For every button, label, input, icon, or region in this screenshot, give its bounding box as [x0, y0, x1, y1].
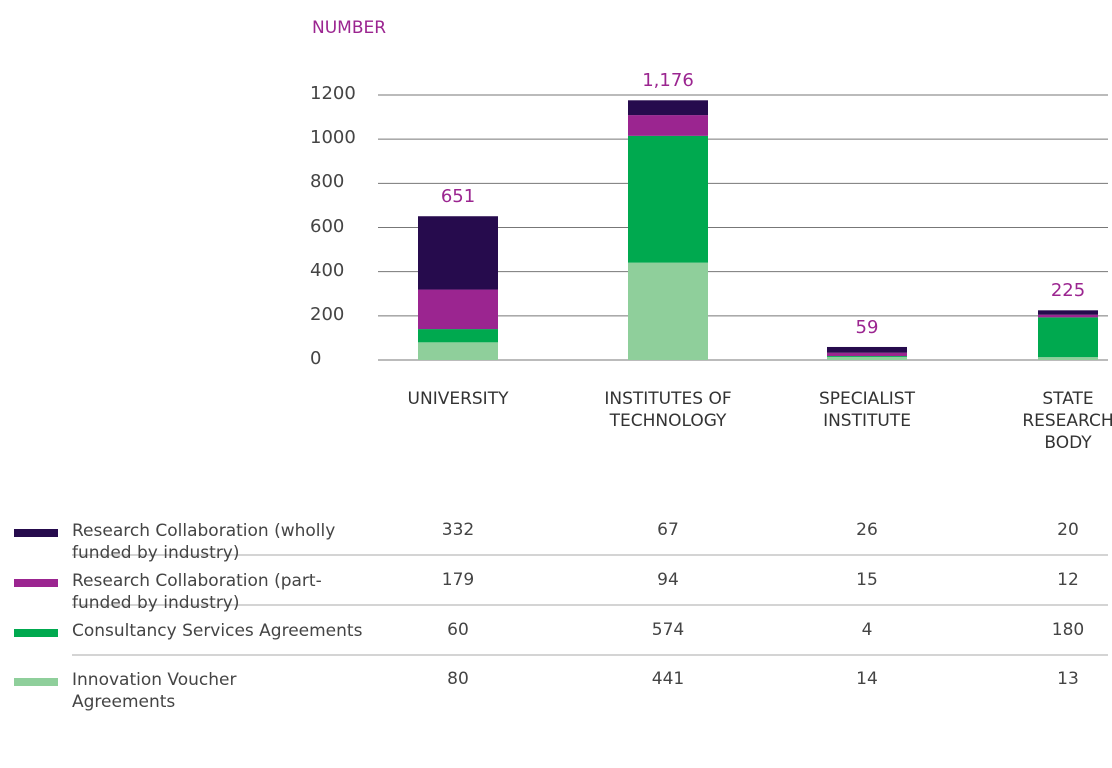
series-name: Research Collaboration (wholly funded by…: [72, 521, 336, 563]
bar-segment: [827, 356, 907, 360]
table-value: 60: [447, 620, 469, 640]
table-value: 26: [856, 520, 878, 540]
bar-segment: [827, 352, 907, 357]
y-tick-label: 1000: [310, 127, 356, 149]
bar-segment: [628, 135, 708, 263]
table-value: 14: [856, 669, 878, 689]
bar-segment: [418, 342, 498, 360]
legend-swatch: [14, 529, 58, 537]
series-name: Innovation Voucher Agreements: [72, 670, 237, 712]
table-value: 4: [861, 620, 873, 640]
legend-swatch: [14, 579, 58, 587]
legend-swatch: [14, 678, 58, 686]
total-label: 59: [855, 316, 879, 338]
bar-segment: [827, 346, 907, 353]
total-label: 225: [1050, 280, 1086, 302]
x-tick-label: STATE RESEARCH BODY: [1022, 389, 1112, 453]
table-value: 15: [856, 570, 878, 590]
bar-segment: [1038, 314, 1098, 318]
table-value: 67: [657, 520, 679, 540]
y-axis-label: NUMBER: [312, 18, 387, 38]
series-name: Research Collaboration (part-funded by i…: [72, 571, 322, 613]
table-value: 574: [651, 620, 685, 640]
total-label: 1,176: [642, 70, 694, 92]
series-name: Consultancy Services Agreements: [72, 621, 363, 641]
table-value: 94: [657, 570, 679, 590]
x-tick-label: UNIVERSITY: [407, 389, 509, 409]
total-label: 651: [440, 186, 476, 208]
y-tick-label: 600: [310, 215, 345, 237]
bar-segment: [418, 216, 498, 290]
bar-segment: [628, 100, 708, 116]
bar-segment: [418, 329, 498, 343]
bar-segment: [418, 289, 498, 330]
bar-segment: [628, 115, 708, 136]
table-value: 20: [1057, 520, 1079, 540]
y-tick-label: 800: [310, 171, 345, 193]
table-value: 332: [441, 520, 475, 540]
y-tick-label: 1200: [310, 83, 356, 104]
table-value: 13: [1057, 669, 1079, 689]
bar-segment: [628, 262, 708, 360]
x-tick-label: INSTITUTES OF TECHNOLOGY: [604, 389, 732, 431]
y-tick-label: 400: [310, 259, 345, 281]
legend-swatch: [14, 629, 58, 637]
bar-segment: [1038, 317, 1098, 358]
table-value: 180: [1051, 620, 1085, 640]
table-value: 441: [651, 669, 685, 689]
bar-segment: [1038, 357, 1098, 360]
table-value: 179: [441, 570, 475, 590]
y-tick-label: 0: [310, 348, 322, 369]
table-value: 80: [447, 669, 469, 689]
y-tick-label: 200: [310, 303, 345, 325]
table-value: 12: [1057, 570, 1079, 590]
x-tick-label: SPECIALIST INSTITUTE: [819, 389, 915, 431]
bar-segment: [1038, 310, 1098, 315]
bar-segment: [827, 356, 907, 357]
